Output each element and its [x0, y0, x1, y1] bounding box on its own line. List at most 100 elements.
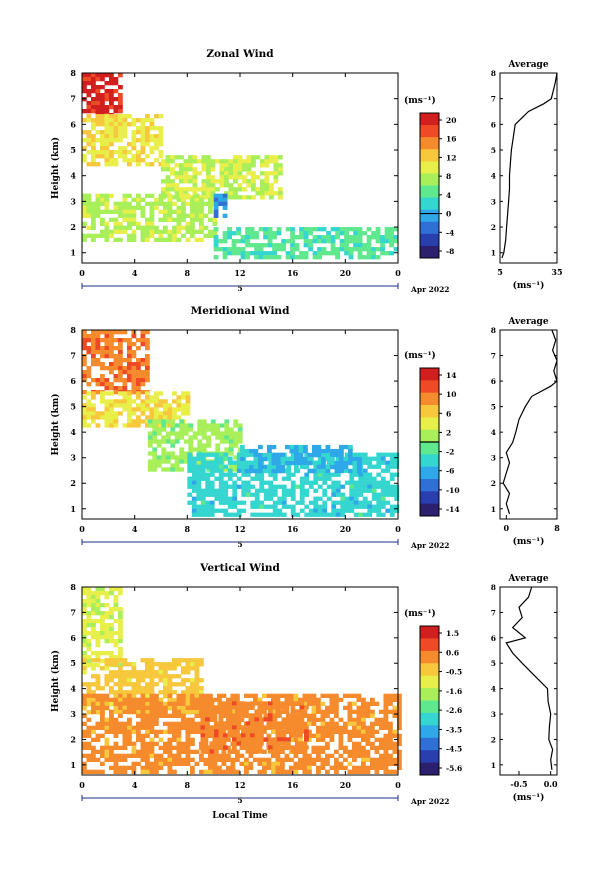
heatmap-cell: [86, 109, 92, 114]
heatmap-cell: [145, 690, 150, 695]
heatmap-cell: [307, 452, 313, 458]
heatmap-cell: [113, 725, 119, 731]
heatmap-cell: [82, 81, 87, 86]
heatmap-cell: [86, 623, 92, 628]
heatmap-cell: [91, 77, 96, 82]
heatmap-cell: [348, 460, 353, 466]
heatmap-cell: [122, 378, 128, 383]
heatmap-cell: [237, 439, 243, 444]
heatmap-cell: [140, 693, 146, 699]
heatmap-cell: [244, 452, 250, 458]
heatmap-cell: [167, 706, 173, 711]
heatmap-cell: [267, 239, 273, 244]
heatmap-cell: [158, 233, 164, 238]
heatmap-cell: [262, 749, 267, 755]
heatmap-cell: [312, 235, 318, 240]
heatmap-cell: [276, 456, 281, 462]
heatmap-cell: [218, 721, 224, 726]
heatmap-cell: [214, 496, 220, 501]
heatmap-cell: [154, 134, 159, 139]
heatmap-cell: [95, 725, 101, 731]
heatmap-cell: [241, 741, 246, 746]
heatmap-cell: [104, 701, 110, 707]
heatmap-cell: [232, 721, 237, 726]
heatmap-cell: [224, 163, 229, 168]
heatmap-cell: [218, 460, 224, 465]
heatmap-cell: [109, 77, 114, 82]
heatmap-cell: [215, 159, 220, 164]
heatmap-cell: [272, 251, 277, 256]
heatmap-cell: [233, 435, 239, 440]
heatmap-cell: [209, 472, 215, 477]
heatmap-cell: [348, 468, 353, 474]
heatmap-cell: [264, 171, 270, 176]
heatmap-cell: [109, 745, 114, 751]
heatmap-cell: [163, 745, 168, 751]
heatmap-cell: [226, 745, 231, 751]
heatmap-cell: [334, 693, 339, 699]
x-tick-label: 16: [287, 268, 299, 278]
heatmap-cell: [95, 611, 101, 616]
heatmap-cell: [172, 674, 177, 679]
heatmap-cell: [210, 187, 216, 192]
profile-y-tick-label: 1: [491, 505, 496, 514]
heatmap-cell: [242, 179, 247, 184]
heatmap-cell: [235, 753, 240, 759]
heatmap-cell: [190, 721, 195, 727]
heatmap-cell: [82, 643, 87, 648]
heatmap-cell: [253, 468, 259, 474]
heatmap-cell: [91, 395, 96, 400]
heatmap-cell: [174, 423, 180, 428]
profile-y-tick-label: 2: [491, 223, 496, 232]
heatmap-cell: [321, 460, 326, 466]
heatmap-cell: [206, 191, 211, 196]
heatmap-cell: [95, 737, 101, 743]
heatmap-cell: [152, 467, 158, 472]
colorbar-swatch: [420, 197, 439, 211]
heatmap-cell: [118, 710, 123, 715]
heatmap-cell: [122, 197, 128, 202]
heatmap-cell: [197, 431, 203, 436]
heatmap-cell: [217, 765, 222, 771]
heatmap-cell: [302, 709, 308, 715]
heatmap-cell: [127, 403, 132, 408]
heatmap-cell: [258, 456, 263, 462]
heatmap-cell: [290, 488, 296, 493]
heatmap-cell: [312, 448, 317, 454]
heatmap-cell: [113, 122, 119, 127]
heatmap-cell: [304, 737, 309, 742]
heatmap-cell: [109, 651, 114, 656]
heatmap-cell: [82, 741, 87, 747]
heatmap-cell: [357, 247, 363, 252]
heatmap-cell: [356, 749, 362, 755]
heatmap-cell: [253, 464, 259, 470]
heatmap-cell: [258, 452, 263, 458]
heatmap-cell: [273, 179, 279, 184]
heatmap-cell: [285, 456, 290, 462]
profile-x-tick-label: 0.0: [544, 779, 558, 789]
heatmap-cell: [131, 354, 137, 359]
heatmap-cell: [250, 705, 255, 710]
heatmap-cell: [209, 488, 215, 493]
heatmap-cell: [223, 488, 229, 493]
heatmap-cell: [104, 225, 110, 230]
heatmap-cell: [201, 163, 207, 168]
heatmap-cell: [353, 239, 358, 244]
heatmap-cell: [298, 452, 304, 458]
heatmap-cell: [163, 721, 168, 727]
heatmap-cell: [95, 150, 101, 155]
heatmap-cell: [95, 710, 101, 715]
heatmap-cell: [218, 476, 224, 481]
heatmap-cell: [347, 709, 353, 715]
heatmap-cell: [158, 670, 164, 675]
heatmap-cell: [212, 697, 218, 703]
heatmap-cell: [383, 701, 389, 707]
heatmap-cell: [136, 150, 141, 155]
heatmap-cell: [269, 187, 274, 192]
heatmap-cell: [320, 713, 326, 719]
heatmap-cell: [86, 233, 92, 238]
heatmap-cell: [104, 126, 110, 131]
heatmap-cell: [298, 765, 303, 771]
heatmap-cell: [383, 765, 389, 771]
heatmap-cell: [131, 229, 137, 234]
